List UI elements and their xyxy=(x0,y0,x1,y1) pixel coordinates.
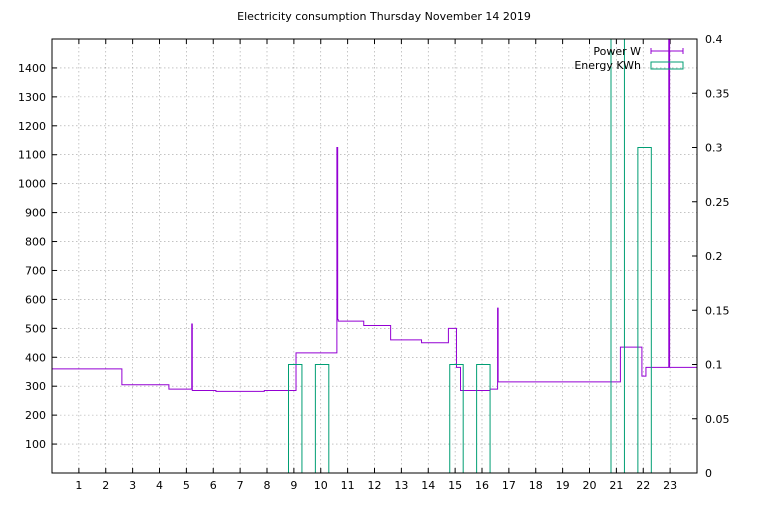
x-tick-label: 6 xyxy=(210,479,217,492)
x-tick-label: 10 xyxy=(314,479,328,492)
y-tick-label-left: 500 xyxy=(25,322,46,335)
x-tick-label: 20 xyxy=(583,479,597,492)
y-tick-label-left: 1100 xyxy=(18,149,46,162)
y-tick-label-left: 600 xyxy=(25,293,46,306)
y-tick-label-right: 0 xyxy=(705,467,712,480)
x-tick-label: 17 xyxy=(502,479,516,492)
x-tick-label: 16 xyxy=(475,479,489,492)
x-tick-label: 1 xyxy=(75,479,82,492)
y-tick-label-left: 200 xyxy=(25,409,46,422)
legend-swatch-energy xyxy=(650,61,684,70)
x-tick-label: 19 xyxy=(556,479,570,492)
y-tick-label-right: 0.35 xyxy=(705,87,730,100)
y-tick-label-left: 1000 xyxy=(18,178,46,191)
plot-area xyxy=(52,39,697,473)
chart-title: Electricity consumption Thursday Novembe… xyxy=(237,10,531,23)
x-tick-label: 11 xyxy=(341,479,355,492)
energy-bar xyxy=(637,147,652,473)
x-tick-label: 5 xyxy=(183,479,190,492)
y-tick-label-right: 0.3 xyxy=(705,142,723,155)
energy-bar xyxy=(288,364,303,473)
x-tick-label: 18 xyxy=(529,479,543,492)
x-tick-label: 9 xyxy=(290,479,297,492)
x-tick-label: 12 xyxy=(368,479,382,492)
y-tick-label-left: 100 xyxy=(25,438,46,451)
energy-bar xyxy=(314,364,330,473)
y-tick-label-left: 1400 xyxy=(18,62,46,75)
y-tick-label-left: 900 xyxy=(25,207,46,220)
x-tick-label: 14 xyxy=(421,479,435,492)
x-tick-label: 23 xyxy=(663,479,677,492)
y-tick-label-right: 0.2 xyxy=(705,250,723,263)
y-tick-label-right: 0.15 xyxy=(705,304,730,317)
y-tick-label-left: 700 xyxy=(25,264,46,277)
power-line xyxy=(52,39,697,392)
x-tick-label: 22 xyxy=(636,479,650,492)
y-tick-label-right: 0.1 xyxy=(705,359,723,372)
y-tick-label-left: 1300 xyxy=(18,91,46,104)
energy-bar xyxy=(449,364,464,473)
y-tick-label-right: 0.05 xyxy=(705,413,730,426)
x-tick-label: 7 xyxy=(237,479,244,492)
x-tick-label: 3 xyxy=(129,479,136,492)
y-tick-label-left: 400 xyxy=(25,351,46,364)
energy-bar xyxy=(476,364,491,473)
y-tick-label-right: 0.4 xyxy=(705,33,723,46)
grid xyxy=(52,39,697,473)
y-tick-label-left: 800 xyxy=(25,236,46,249)
legend-label: Energy KWh xyxy=(574,59,641,72)
legend-label: Power W xyxy=(593,45,641,58)
x-tick-label: 4 xyxy=(156,479,163,492)
y-tick-label-right: 0.25 xyxy=(705,196,730,209)
x-tick-label: 13 xyxy=(394,479,408,492)
x-tick-label: 15 xyxy=(448,479,462,492)
y-tick-label-left: 300 xyxy=(25,380,46,393)
x-tick-label: 8 xyxy=(264,479,271,492)
x-tick-label: 2 xyxy=(102,479,109,492)
x-tick-label: 21 xyxy=(609,479,623,492)
energy-bar xyxy=(610,39,625,473)
y-tick-label-left: 1200 xyxy=(18,120,46,133)
plot-border xyxy=(51,38,698,474)
energy-series xyxy=(288,39,652,473)
